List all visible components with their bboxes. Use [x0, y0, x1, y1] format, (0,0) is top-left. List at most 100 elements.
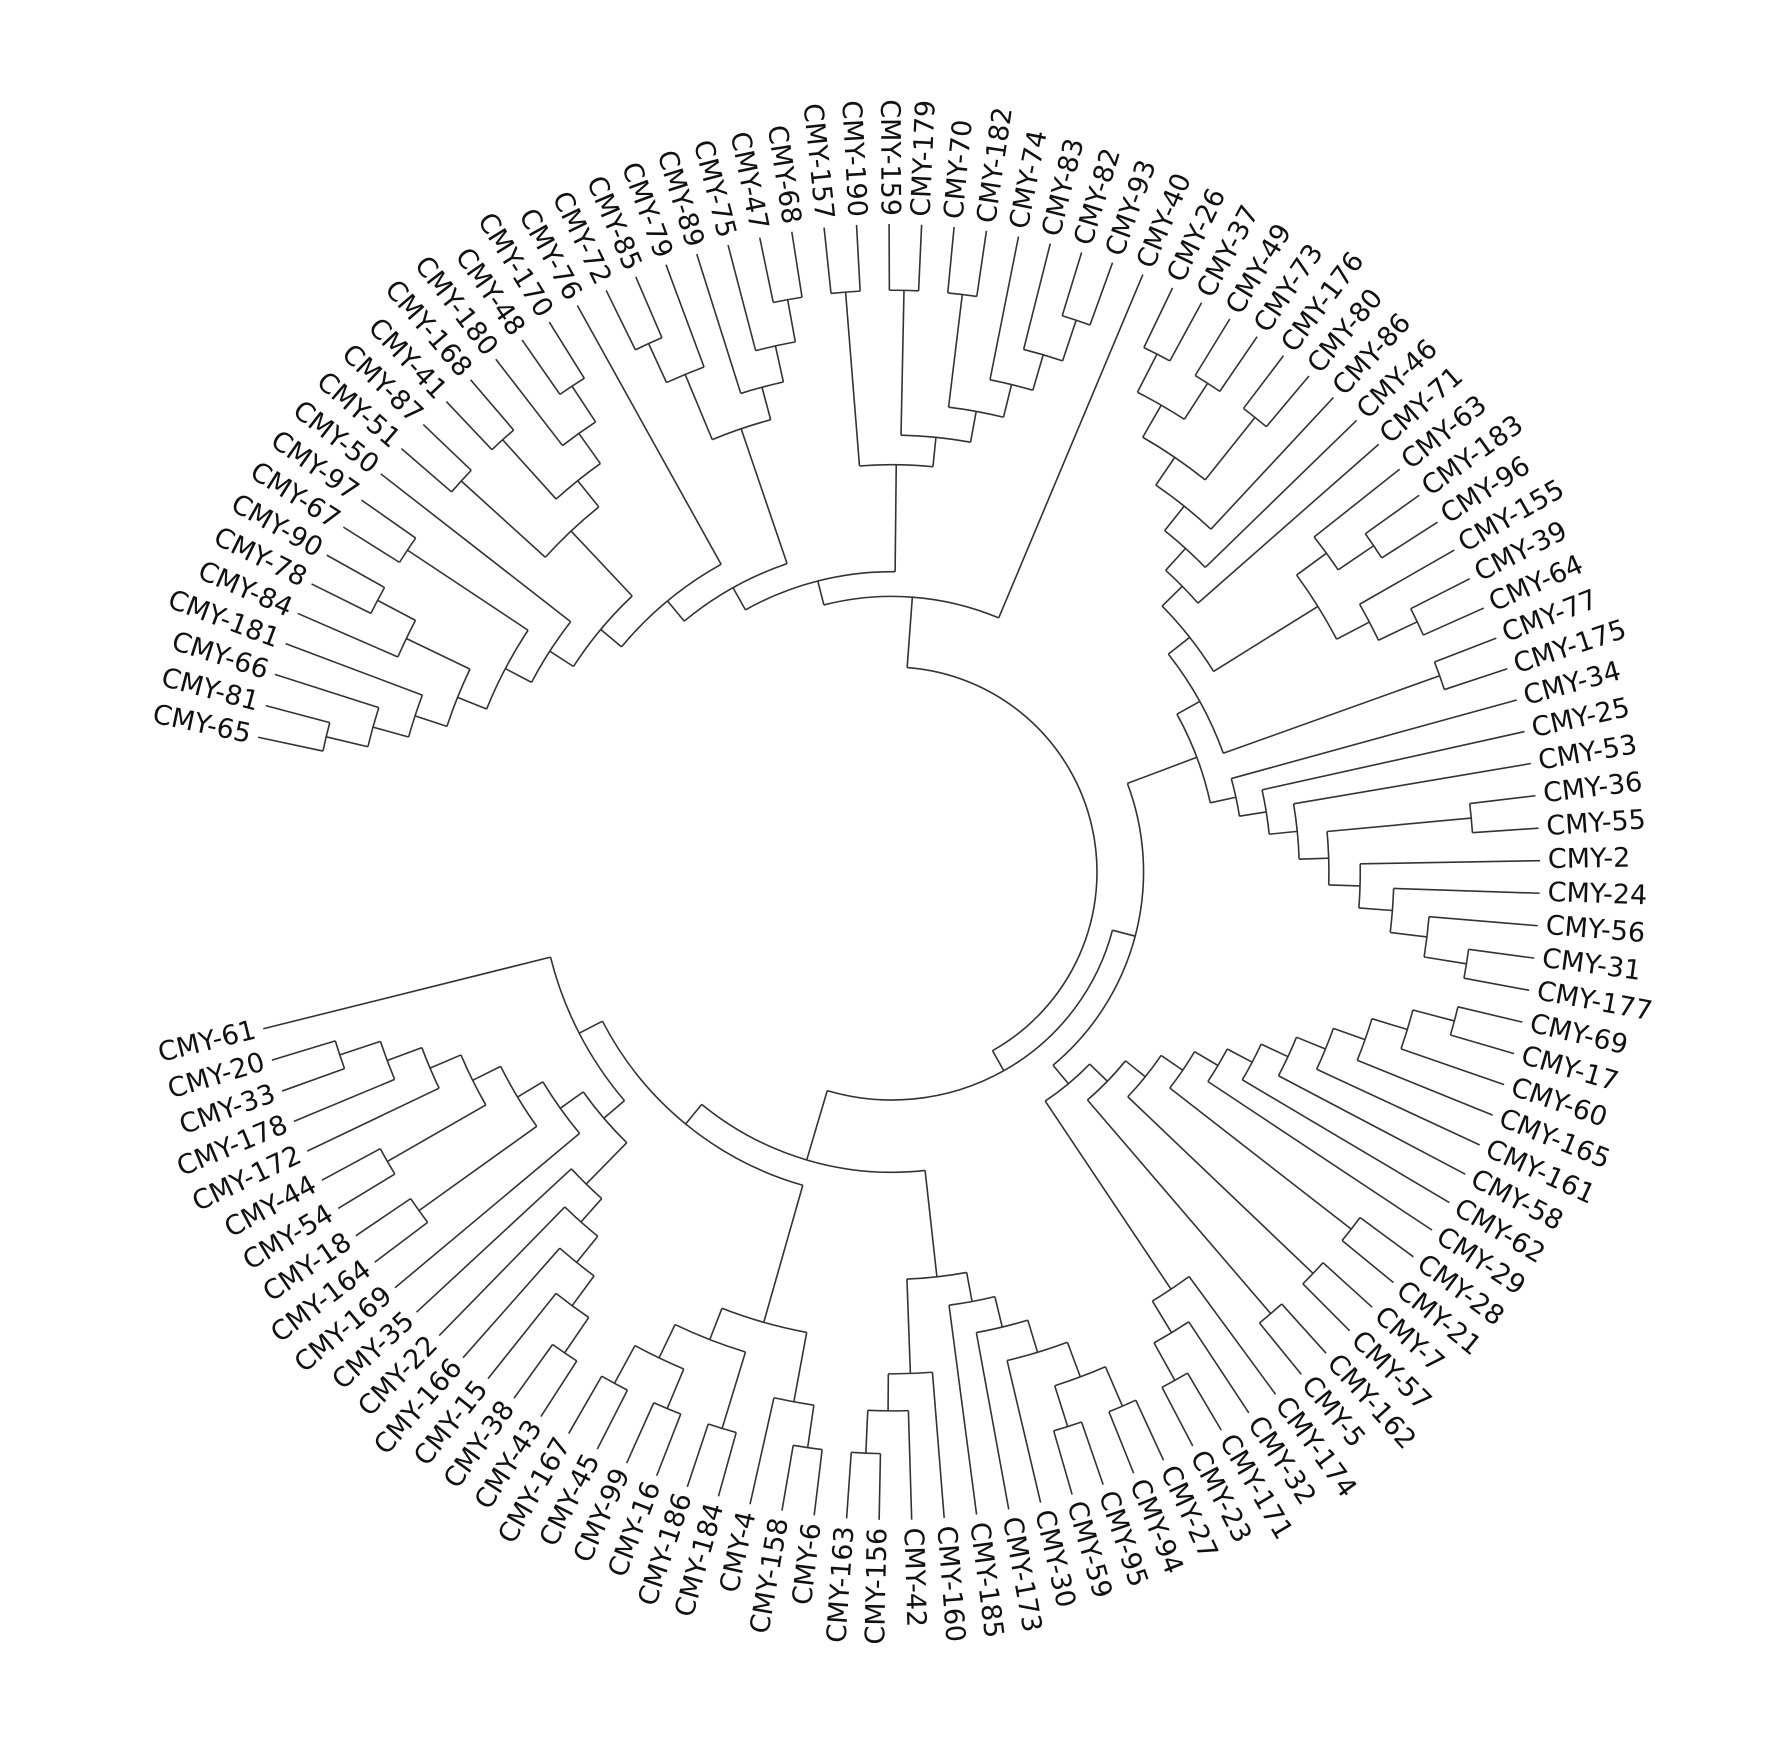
branch-line: [947, 294, 964, 408]
branch-line: [1002, 384, 1013, 418]
branch-line: [1080, 1421, 1104, 1485]
branch-arc: [1052, 783, 1145, 1066]
branch-arc: [544, 506, 600, 558]
branch-line: [844, 292, 861, 467]
branch-arc: [634, 1344, 685, 1370]
branch-line: [727, 244, 757, 351]
branch-line: [946, 226, 955, 294]
branch-arc: [407, 694, 424, 738]
branch-line: [1463, 977, 1530, 992]
branch-line: [1469, 794, 1536, 805]
branch-line: [374, 1221, 429, 1263]
branch-arc: [701, 1103, 926, 1174]
branch-line: [297, 612, 399, 658]
branch-line: [293, 1078, 395, 1123]
branch-line: [1359, 1216, 1414, 1258]
branch-line: [386, 1104, 487, 1163]
branch-line: [577, 480, 600, 508]
branch-arc: [601, 1020, 804, 1187]
branch-arc: [559, 1247, 595, 1277]
branch-arc: [367, 707, 380, 747]
branch-line: [717, 1432, 737, 1497]
branch-arc: [1313, 536, 1339, 571]
branch-line: [1444, 668, 1508, 691]
branch-line: [415, 1168, 572, 1313]
branch-line: [786, 299, 797, 343]
branch-line: [585, 1142, 628, 1185]
branch-arc: [830, 290, 861, 295]
branch-line: [1204, 419, 1358, 569]
branch-line: [1299, 857, 1329, 860]
branch-line: [1032, 354, 1044, 391]
branch-line: [1194, 318, 1231, 376]
branch-line: [1027, 1319, 1039, 1353]
branch-arc: [379, 1148, 396, 1175]
branch-line: [1176, 700, 1201, 715]
branch-line: [445, 400, 493, 451]
branch-line: [438, 1206, 566, 1337]
branch-line: [989, 236, 1020, 380]
branch-line: [1089, 262, 1114, 326]
branch-line: [521, 339, 561, 395]
branch-line: [1186, 1372, 1222, 1431]
branch-line: [994, 1296, 1004, 1328]
branch-arc: [1207, 1048, 1228, 1082]
branch-line: [274, 673, 380, 709]
branch-arc: [1295, 574, 1338, 640]
branch-line: [1210, 397, 1334, 530]
branch-line: [1293, 762, 1531, 805]
branch-arc: [601, 1375, 628, 1391]
branch-arc: [1341, 1216, 1361, 1242]
branch-line: [709, 1307, 723, 1340]
branch-arc: [334, 1040, 346, 1069]
branch-line: [1052, 1430, 1073, 1495]
branch-line: [1052, 1064, 1070, 1085]
leaf-label: CMY-160: [930, 1525, 970, 1644]
branch-line: [372, 726, 409, 738]
branch-line: [502, 439, 557, 500]
branch-line: [1472, 827, 1539, 834]
branch-line: [1213, 605, 1319, 673]
branch-line: [806, 1405, 815, 1448]
branch-arc: [1356, 1018, 1373, 1061]
branch-line: [721, 1351, 747, 1429]
branch-arc: [823, 595, 1000, 619]
branch-line: [1336, 621, 1370, 640]
branch-line: [360, 499, 417, 539]
branch-arc: [1258, 1303, 1283, 1324]
branch-arc: [409, 1198, 429, 1223]
branch-line: [1127, 1096, 1314, 1274]
branch-line: [1358, 907, 1393, 912]
branch-line: [405, 637, 471, 670]
branch-line: [596, 1389, 629, 1450]
branch-arc: [683, 562, 788, 622]
branch-line: [472, 1065, 502, 1082]
branch-line: [1412, 1009, 1455, 1022]
branch-line: [948, 1305, 978, 1515]
branch-arc: [572, 595, 633, 667]
branch-line: [1188, 1321, 1250, 1414]
branch-arc: [370, 587, 386, 614]
branch-line: [685, 1103, 703, 1125]
branch-line: [1219, 336, 1258, 392]
branch-arc: [976, 1319, 1029, 1334]
branch-line: [761, 387, 772, 420]
branch-arc: [485, 629, 529, 710]
branch-arc: [491, 429, 515, 451]
branch-arc: [1151, 1275, 1190, 1302]
branch-line: [460, 480, 546, 558]
branch-arc: [1164, 529, 1206, 569]
branch-line: [845, 1452, 853, 1519]
branch-line: [1167, 636, 1191, 655]
branch-line: [580, 1198, 603, 1223]
branch-line: [1142, 404, 1162, 438]
branch-line: [400, 448, 453, 493]
branch-line: [774, 345, 785, 383]
branch-line: [576, 305, 722, 565]
branch-line: [1153, 1342, 1176, 1381]
branch-line: [906, 597, 914, 668]
branch-line: [894, 464, 898, 572]
branch-arc: [666, 366, 705, 384]
